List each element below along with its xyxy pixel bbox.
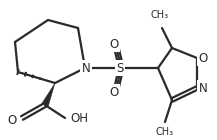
Polygon shape	[42, 83, 55, 106]
Text: O: O	[198, 52, 208, 65]
Text: N: N	[82, 61, 90, 74]
Text: O: O	[109, 86, 119, 99]
Text: OH: OH	[70, 113, 88, 125]
Text: O: O	[8, 114, 17, 127]
Text: N: N	[199, 81, 207, 94]
Text: S: S	[116, 61, 124, 74]
Text: O: O	[109, 38, 119, 51]
Text: CH₃: CH₃	[156, 127, 174, 137]
Text: CH₃: CH₃	[151, 10, 169, 20]
